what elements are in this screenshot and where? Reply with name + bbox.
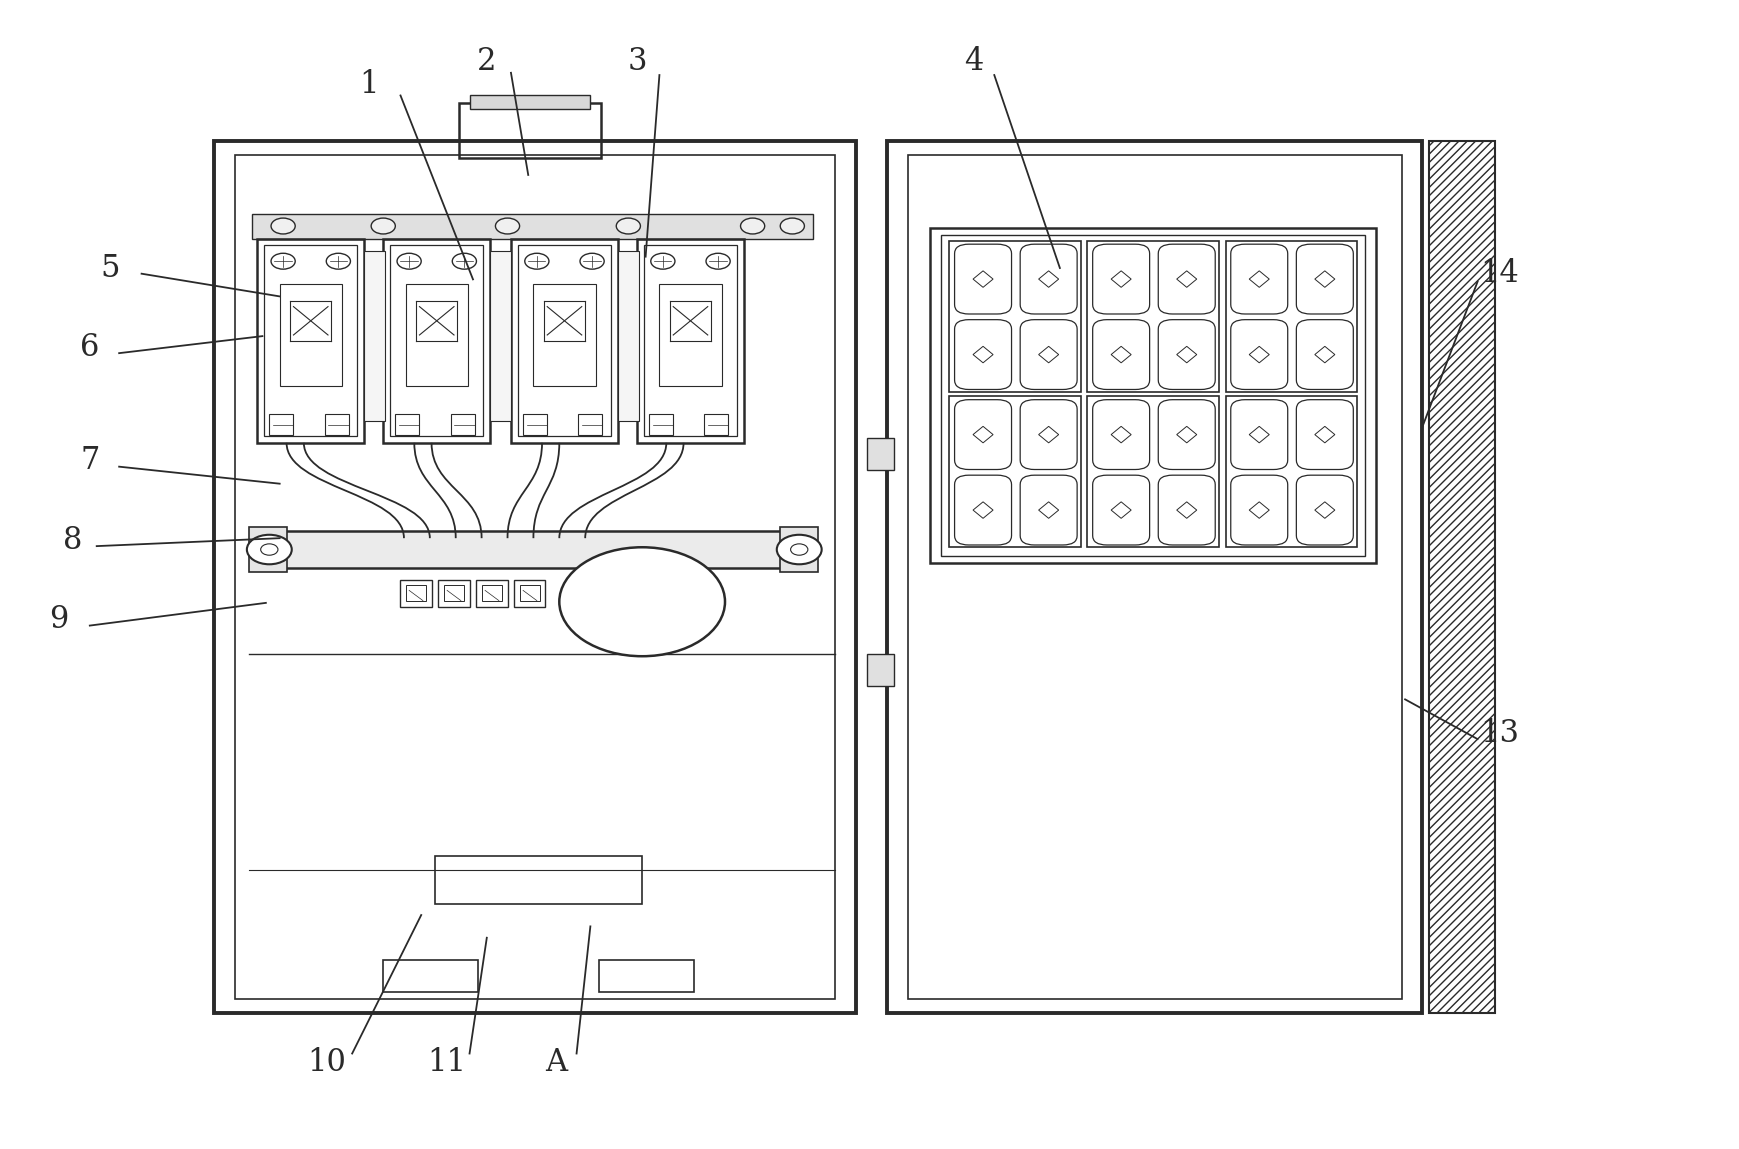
Circle shape [776,534,821,564]
Bar [438,580,470,608]
Bar [949,396,1080,547]
Bar [325,415,348,434]
Bar [482,585,503,601]
Bar [866,438,894,470]
Circle shape [261,543,278,555]
Bar [405,284,468,386]
Bar [515,580,546,608]
Text: 5: 5 [101,253,120,284]
Bar [941,236,1365,556]
Bar [264,246,356,435]
Text: 4: 4 [963,46,983,77]
Bar [435,856,642,903]
Bar [390,246,483,435]
Circle shape [650,253,675,269]
Circle shape [579,253,603,269]
Circle shape [396,253,421,269]
Text: A: A [544,1047,567,1078]
Bar [235,154,835,998]
Bar [598,961,694,993]
Circle shape [496,218,520,234]
Bar [866,654,894,686]
Bar [617,250,638,422]
Bar [523,415,546,434]
Text: 6: 6 [80,332,99,363]
Text: 3: 3 [626,46,647,77]
Bar [405,585,426,601]
Bar [252,214,812,239]
Bar [1428,141,1494,1012]
Bar [1087,396,1217,547]
Text: 10: 10 [306,1047,346,1078]
Bar [275,531,809,568]
Bar [577,415,602,434]
Bar [395,415,419,434]
Circle shape [616,218,640,234]
Bar [249,527,287,572]
Bar [490,250,511,422]
Text: 1: 1 [360,69,379,100]
Bar [949,241,1080,392]
Circle shape [790,543,807,555]
Circle shape [525,253,548,269]
Bar [534,284,595,386]
Bar [930,229,1376,563]
Bar [779,527,817,572]
Circle shape [706,253,730,269]
Bar [470,95,590,109]
Bar [636,239,744,442]
Bar [1224,396,1356,547]
Bar [518,246,610,435]
Bar [704,415,729,434]
Bar [450,415,475,434]
Circle shape [558,547,725,656]
Bar [383,239,490,442]
Bar [520,585,541,601]
Bar [363,250,384,422]
Bar [659,284,722,386]
Bar [649,415,673,434]
Bar [908,154,1402,998]
Text: 13: 13 [1480,718,1518,749]
Text: 9: 9 [49,604,68,635]
Circle shape [271,218,296,234]
Text: 11: 11 [428,1047,466,1078]
Text: 14: 14 [1480,259,1518,290]
Bar [476,580,508,608]
Circle shape [271,253,296,269]
Circle shape [779,218,803,234]
Bar [1224,241,1356,392]
Bar [270,415,294,434]
Bar [214,141,856,1012]
Circle shape [370,218,395,234]
Text: 8: 8 [63,525,82,556]
Bar [511,239,617,442]
Bar [443,585,464,601]
Circle shape [247,534,292,564]
Circle shape [327,253,350,269]
Circle shape [741,218,763,234]
Text: 7: 7 [80,446,99,477]
Bar [383,961,478,993]
Bar [887,141,1421,1012]
Bar [400,580,431,608]
Text: 2: 2 [476,46,496,77]
Bar [459,103,600,157]
Bar [280,284,341,386]
Bar [257,239,363,442]
Bar [643,246,737,435]
Bar [1087,241,1217,392]
Circle shape [452,253,476,269]
